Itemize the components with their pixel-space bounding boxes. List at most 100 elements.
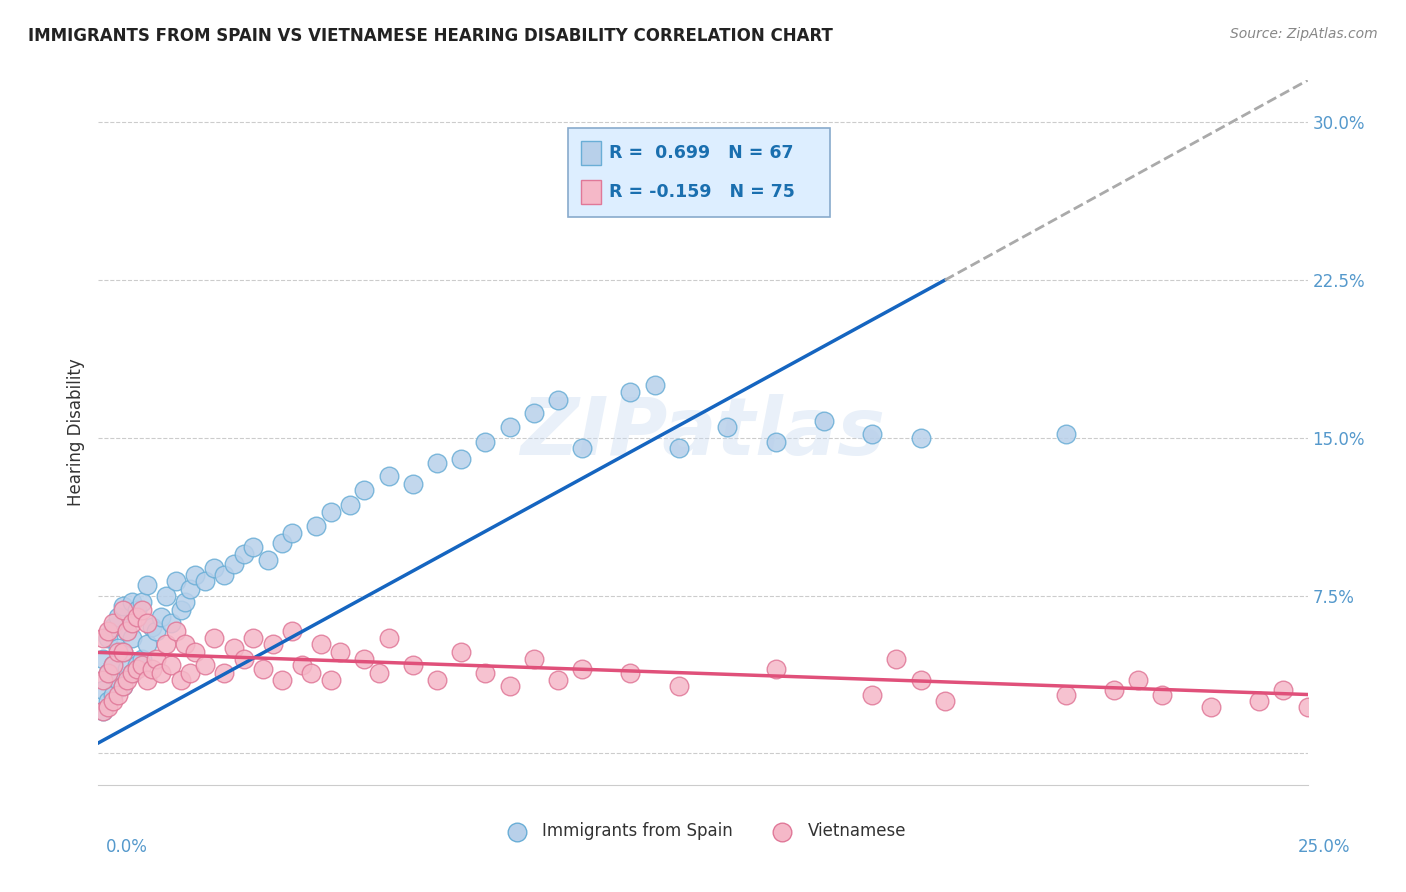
Point xyxy=(131,652,153,666)
Point xyxy=(111,599,134,614)
Point xyxy=(242,631,264,645)
Point xyxy=(305,519,328,533)
Point xyxy=(1128,673,1150,687)
Point xyxy=(212,666,235,681)
Point xyxy=(1249,694,1271,708)
Point xyxy=(184,567,207,582)
Point xyxy=(571,662,593,676)
Point xyxy=(160,615,183,630)
Point xyxy=(547,392,569,407)
Point xyxy=(131,603,153,617)
Text: R =  0.699   N = 67: R = 0.699 N = 67 xyxy=(609,144,794,161)
Point xyxy=(498,420,520,434)
Legend: Immigrants from Spain, Vietnamese: Immigrants from Spain, Vietnamese xyxy=(494,816,912,847)
Point xyxy=(377,631,399,645)
Point xyxy=(1054,426,1077,441)
Point xyxy=(101,615,124,630)
Point xyxy=(127,662,149,676)
Point xyxy=(121,666,143,681)
Point xyxy=(117,624,139,639)
Point xyxy=(160,658,183,673)
Point xyxy=(309,637,332,651)
Y-axis label: Hearing Disability: Hearing Disability xyxy=(66,359,84,507)
Point xyxy=(1152,688,1174,702)
Text: 25.0%: 25.0% xyxy=(1298,838,1350,856)
Point xyxy=(222,557,245,571)
Point xyxy=(204,561,226,575)
Point xyxy=(101,694,124,708)
Point xyxy=(97,700,120,714)
Point xyxy=(145,652,167,666)
Point xyxy=(135,615,157,630)
Point xyxy=(571,442,593,456)
Point xyxy=(107,673,129,687)
Point xyxy=(97,666,120,681)
Point xyxy=(1296,700,1319,714)
Point xyxy=(1199,700,1222,714)
Point xyxy=(111,645,134,659)
Point xyxy=(204,631,226,645)
Point xyxy=(299,666,322,681)
Point xyxy=(450,645,472,659)
Point xyxy=(474,435,496,450)
Text: Source: ZipAtlas.com: Source: ZipAtlas.com xyxy=(1230,27,1378,41)
Point xyxy=(131,658,153,673)
Text: R = -0.159   N = 75: R = -0.159 N = 75 xyxy=(609,183,796,201)
Point xyxy=(523,406,546,420)
Point xyxy=(194,574,217,588)
Point xyxy=(450,451,472,466)
Point xyxy=(117,624,139,639)
Point xyxy=(281,525,304,540)
Point xyxy=(426,673,449,687)
Point xyxy=(619,384,641,399)
Point xyxy=(644,378,666,392)
Point xyxy=(716,420,738,434)
Point xyxy=(165,574,187,588)
Point xyxy=(169,673,191,687)
Point xyxy=(256,553,278,567)
Point xyxy=(860,426,883,441)
Point xyxy=(402,658,425,673)
Point xyxy=(1054,688,1077,702)
Point xyxy=(262,637,284,651)
Point xyxy=(117,662,139,676)
Point xyxy=(91,704,114,718)
Point xyxy=(353,483,375,498)
Point xyxy=(329,645,352,659)
Point xyxy=(91,631,114,645)
Point xyxy=(232,652,254,666)
Point xyxy=(127,603,149,617)
Point xyxy=(377,468,399,483)
Point xyxy=(141,662,163,676)
Point xyxy=(194,658,217,673)
Text: IMMIGRANTS FROM SPAIN VS VIETNAMESE HEARING DISABILITY CORRELATION CHART: IMMIGRANTS FROM SPAIN VS VIETNAMESE HEAR… xyxy=(28,27,832,45)
Point xyxy=(131,595,153,609)
Point xyxy=(111,645,134,659)
Point xyxy=(101,658,124,673)
Point xyxy=(179,582,201,597)
Point xyxy=(135,578,157,592)
Point xyxy=(127,658,149,673)
Point xyxy=(91,673,114,687)
Point xyxy=(121,631,143,645)
Point xyxy=(111,679,134,693)
Point xyxy=(910,673,932,687)
Point xyxy=(339,498,361,512)
Point xyxy=(127,609,149,624)
Point xyxy=(174,637,197,651)
Point xyxy=(169,603,191,617)
Point xyxy=(101,688,124,702)
Point xyxy=(934,694,956,708)
Point xyxy=(474,666,496,681)
Point xyxy=(860,688,883,702)
Point xyxy=(281,624,304,639)
Text: 0.0%: 0.0% xyxy=(105,838,148,856)
Point xyxy=(150,609,173,624)
Point xyxy=(232,547,254,561)
Point xyxy=(135,673,157,687)
Point xyxy=(91,704,114,718)
Point xyxy=(107,645,129,659)
Point xyxy=(107,641,129,656)
Point xyxy=(353,652,375,666)
Point xyxy=(813,414,835,428)
